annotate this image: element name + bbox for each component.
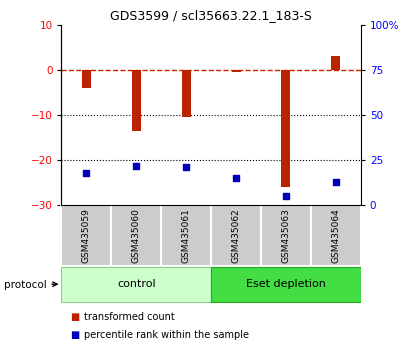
- Point: [133, 163, 139, 169]
- Text: GSM435061: GSM435061: [181, 208, 190, 263]
- Bar: [161, 205, 211, 266]
- Title: GDS3599 / scl35663.22.1_183-S: GDS3599 / scl35663.22.1_183-S: [110, 9, 311, 22]
- Point: [232, 176, 239, 181]
- Text: ■: ■: [70, 312, 79, 322]
- Point: [282, 193, 289, 199]
- Text: GSM435064: GSM435064: [330, 208, 339, 263]
- Bar: [61, 205, 111, 266]
- Bar: [181, 70, 190, 117]
- Text: control: control: [117, 279, 155, 289]
- Bar: [261, 205, 310, 266]
- Bar: [211, 268, 360, 302]
- Text: protocol: protocol: [4, 280, 47, 290]
- Bar: [330, 56, 339, 70]
- Bar: [231, 70, 240, 72]
- Bar: [132, 70, 140, 131]
- Text: transformed count: transformed count: [84, 312, 174, 322]
- Bar: [111, 205, 161, 266]
- Text: ■: ■: [70, 330, 79, 339]
- Text: GSM435062: GSM435062: [231, 208, 240, 263]
- Text: percentile rank within the sample: percentile rank within the sample: [84, 330, 248, 339]
- Text: GSM435060: GSM435060: [132, 208, 140, 263]
- Bar: [211, 205, 261, 266]
- Bar: [281, 70, 290, 187]
- Point: [182, 165, 189, 170]
- Point: [83, 170, 90, 176]
- Text: Eset depletion: Eset depletion: [245, 279, 325, 289]
- Text: GSM435063: GSM435063: [281, 208, 290, 263]
- Text: GSM435059: GSM435059: [82, 208, 91, 263]
- Bar: [61, 268, 211, 302]
- Point: [332, 179, 338, 185]
- Bar: [310, 205, 360, 266]
- Bar: [82, 70, 91, 88]
